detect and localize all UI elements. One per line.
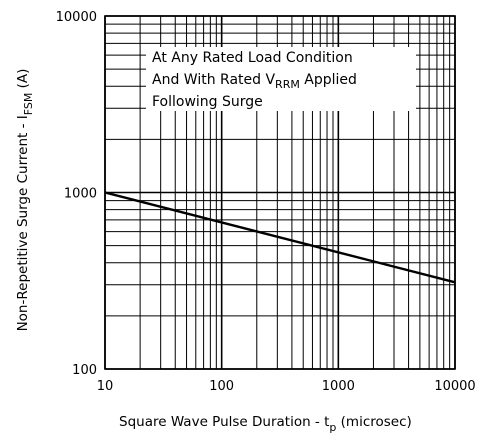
x-tick-label: 100 <box>209 379 234 394</box>
x-tick-label: 10000 <box>434 379 475 394</box>
x-axis-label-sub: p <box>329 421 336 434</box>
annotation-line-1: At Any Rated Load Condition <box>152 50 353 66</box>
series-layer <box>104 191 456 284</box>
annotation-line-2-main: And With Rated V <box>152 72 275 88</box>
annotation-line-3: Following Surge <box>152 94 263 110</box>
y-tick-label: 100 <box>72 363 97 378</box>
x-axis-label-suffix: (microsec) <box>336 414 411 430</box>
series-line <box>104 191 456 284</box>
y-axis-label-sub: FSM <box>22 93 35 116</box>
y-axis-label-suffix: (A) <box>15 69 31 93</box>
x-axis-label: Square Wave Pulse Duration - tp (microse… <box>119 414 412 434</box>
annotation-line-2: And With Rated VRRM Applied <box>152 72 357 91</box>
annotation-box <box>146 47 416 111</box>
annotation-line-2-sub: RRM <box>275 78 300 91</box>
x-tick-label: 10 <box>97 379 114 394</box>
y-axis-label-main: Non-Repetitive Surge Current - I <box>15 115 31 331</box>
x-tick-label: 1000 <box>322 379 355 394</box>
y-tick-label: 1000 <box>64 187 97 202</box>
y-tick-label: 10000 <box>56 10 97 25</box>
annotation-line-2-after: Applied <box>300 72 357 88</box>
x-axis-label-main: Square Wave Pulse Duration - t <box>119 414 329 430</box>
y-axis-label: Non-Repetitive Surge Current - IFSM (A) <box>15 69 35 332</box>
